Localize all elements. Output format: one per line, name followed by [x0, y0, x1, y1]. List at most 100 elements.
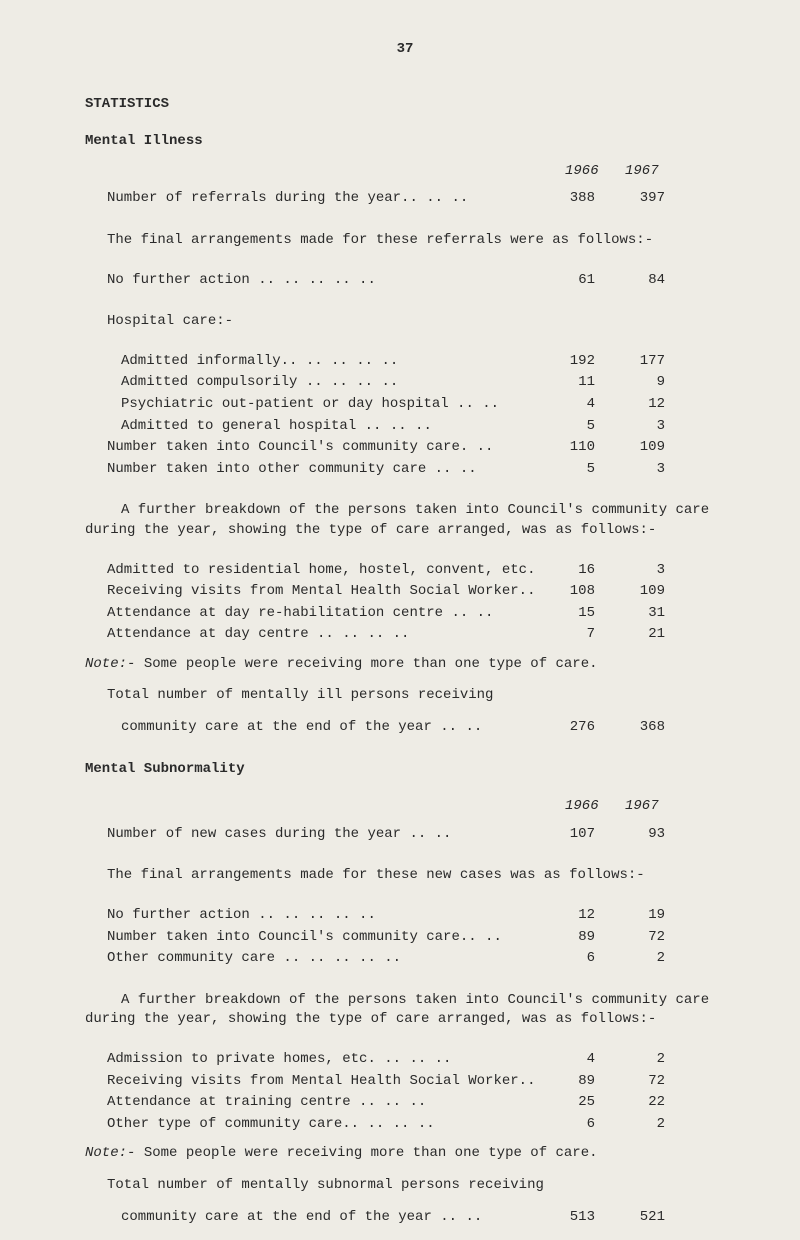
note-body-1: Some people were receiving more than one… [135, 656, 597, 672]
row-visits: Receiving visits from Mental Health Soci… [85, 582, 725, 602]
other-care-label-2: Other community care .. .. .. .. .. [85, 949, 555, 969]
council-care-1966: 110 [555, 438, 615, 458]
total-1967-1: 368 [615, 718, 675, 738]
residential-1967: 3 [615, 561, 675, 581]
no-action-label-2: No further action .. .. .. .. .. [85, 906, 555, 926]
total-label-2: community care at the end of the year ..… [85, 1208, 555, 1228]
no-action-1966: 61 [555, 271, 615, 291]
newcases-label: Number of new cases during the year .. .… [85, 825, 555, 845]
visits-1966: 108 [555, 582, 615, 602]
training-1967: 22 [615, 1093, 675, 1113]
council-care-1967-2: 72 [615, 928, 675, 948]
adm-general-label: Admitted to general hospital .. .. .. [85, 417, 555, 437]
other-care-1967: 3 [615, 460, 675, 480]
row-daycentre: Attendance at day centre .. .. .. .. 7 2… [85, 625, 725, 645]
row-training: Attendance at training centre .. .. .. 2… [85, 1093, 725, 1113]
council-care-1966-2: 89 [555, 928, 615, 948]
psych-label: Psychiatric out-patient or day hospital … [85, 395, 555, 415]
adm-compuls-1967: 9 [615, 373, 675, 393]
note-body-2: Some people were receiving more than one… [135, 1145, 597, 1161]
row-other-care-2: Other community care .. .. .. .. .. 6 2 [85, 949, 725, 969]
training-1966: 25 [555, 1093, 615, 1113]
total-label-1: community care at the end of the year ..… [85, 718, 555, 738]
row-admission: Admission to private homes, etc. .. .. .… [85, 1050, 725, 1070]
arrangements-text-1: The final arrangements made for these re… [85, 231, 725, 251]
visits-1967: 109 [615, 582, 675, 602]
psych-1966: 4 [555, 395, 615, 415]
row-total-2: community care at the end of the year ..… [85, 1208, 725, 1228]
row-adm-general: Admitted to general hospital .. .. .. 5 … [85, 417, 725, 437]
total-line1-2: Total number of mentally subnormal perso… [85, 1176, 725, 1196]
year-1966: 1966 [565, 162, 625, 182]
year-1967-2: 1967 [625, 797, 685, 817]
referrals-label: Number of referrals during the year.. ..… [85, 189, 555, 209]
row-rehab: Attendance at day re-habilitation centre… [85, 604, 725, 624]
year-1967: 1967 [625, 162, 685, 182]
no-action-1967-2: 19 [615, 906, 675, 926]
row-referrals: Number of referrals during the year.. ..… [85, 189, 725, 209]
row-adm-compuls: Admitted compulsorily .. .. .. .. 11 9 [85, 373, 725, 393]
row-residential: Admitted to residential home, hostel, co… [85, 561, 725, 581]
council-care-1967: 109 [615, 438, 675, 458]
admission-1966: 4 [555, 1050, 615, 1070]
daycentre-label: Attendance at day centre .. .. .. .. [85, 625, 555, 645]
visits-label: Receiving visits from Mental Health Soci… [85, 582, 555, 602]
hospital-heading: Hospital care:- [85, 312, 725, 332]
rehab-1966: 15 [555, 604, 615, 624]
row-no-action-2: No further action .. .. .. .. .. 12 19 [85, 906, 725, 926]
othertype-1967: 2 [615, 1115, 675, 1135]
year-header-2: 1966 1967 [85, 797, 725, 817]
referrals-1966: 388 [555, 189, 615, 209]
row-no-action: No further action .. .. .. .. .. 61 84 [85, 271, 725, 291]
row-council-care-2: Number taken into Council's community ca… [85, 928, 725, 948]
othertype-1966: 6 [555, 1115, 615, 1135]
other-care-label: Number taken into other community care .… [85, 460, 555, 480]
other-care-1967-2: 2 [615, 949, 675, 969]
adm-general-1967: 3 [615, 417, 675, 437]
year-1966-2: 1966 [565, 797, 625, 817]
note-label-1: Note:- [85, 656, 135, 672]
breakdown-text-1: A further breakdown of the persons taken… [85, 501, 725, 540]
no-action-label: No further action .. .. .. .. .. [85, 271, 555, 291]
adm-general-1966: 5 [555, 417, 615, 437]
row-psych: Psychiatric out-patient or day hospital … [85, 395, 725, 415]
row-newcases: Number of new cases during the year .. .… [85, 825, 725, 845]
note-label-2: Note:- [85, 1145, 135, 1161]
note-1: Note:- Some people were receiving more t… [85, 655, 725, 675]
year-header-1: 1966 1967 [85, 162, 725, 182]
arrangements-text-2: The final arrangements made for these ne… [85, 866, 725, 886]
training-label: Attendance at training centre .. .. .. [85, 1093, 555, 1113]
no-action-1967: 84 [615, 271, 675, 291]
admission-1967: 2 [615, 1050, 675, 1070]
visits-1966-2: 89 [555, 1072, 615, 1092]
row-other-care: Number taken into other community care .… [85, 460, 725, 480]
total-line1: Total number of mentally ill persons rec… [85, 686, 725, 706]
visits-1967-2: 72 [615, 1072, 675, 1092]
residential-1966: 16 [555, 561, 615, 581]
no-action-1966-2: 12 [555, 906, 615, 926]
page-number: 37 [85, 40, 725, 60]
other-care-1966-2: 6 [555, 949, 615, 969]
adm-informal-1967: 177 [615, 352, 675, 372]
rehab-label: Attendance at day re-habilitation centre… [85, 604, 555, 624]
adm-compuls-label: Admitted compulsorily .. .. .. .. [85, 373, 555, 393]
adm-compuls-1966: 11 [555, 373, 615, 393]
visits-label-2: Receiving visits from Mental Health Soci… [85, 1072, 555, 1092]
row-othertype: Other type of community care.. .. .. .. … [85, 1115, 725, 1135]
admission-label: Admission to private homes, etc. .. .. .… [85, 1050, 555, 1070]
row-total-1: community care at the end of the year ..… [85, 718, 725, 738]
daycentre-1966: 7 [555, 625, 615, 645]
othertype-label: Other type of community care.. .. .. .. [85, 1115, 555, 1135]
newcases-1967: 93 [615, 825, 675, 845]
newcases-1966: 107 [555, 825, 615, 845]
row-visits-2: Receiving visits from Mental Health Soci… [85, 1072, 725, 1092]
row-council-care: Number taken into Council's community ca… [85, 438, 725, 458]
adm-informal-label: Admitted informally.. .. .. .. .. [85, 352, 555, 372]
statistics-heading: STATISTICS [85, 95, 725, 115]
daycentre-1967: 21 [615, 625, 675, 645]
total-1966-2: 513 [555, 1208, 615, 1228]
subnormality-heading: Mental Subnormality [85, 760, 725, 780]
rehab-1967: 31 [615, 604, 675, 624]
psych-1967: 12 [615, 395, 675, 415]
council-care-label-2: Number taken into Council's community ca… [85, 928, 555, 948]
